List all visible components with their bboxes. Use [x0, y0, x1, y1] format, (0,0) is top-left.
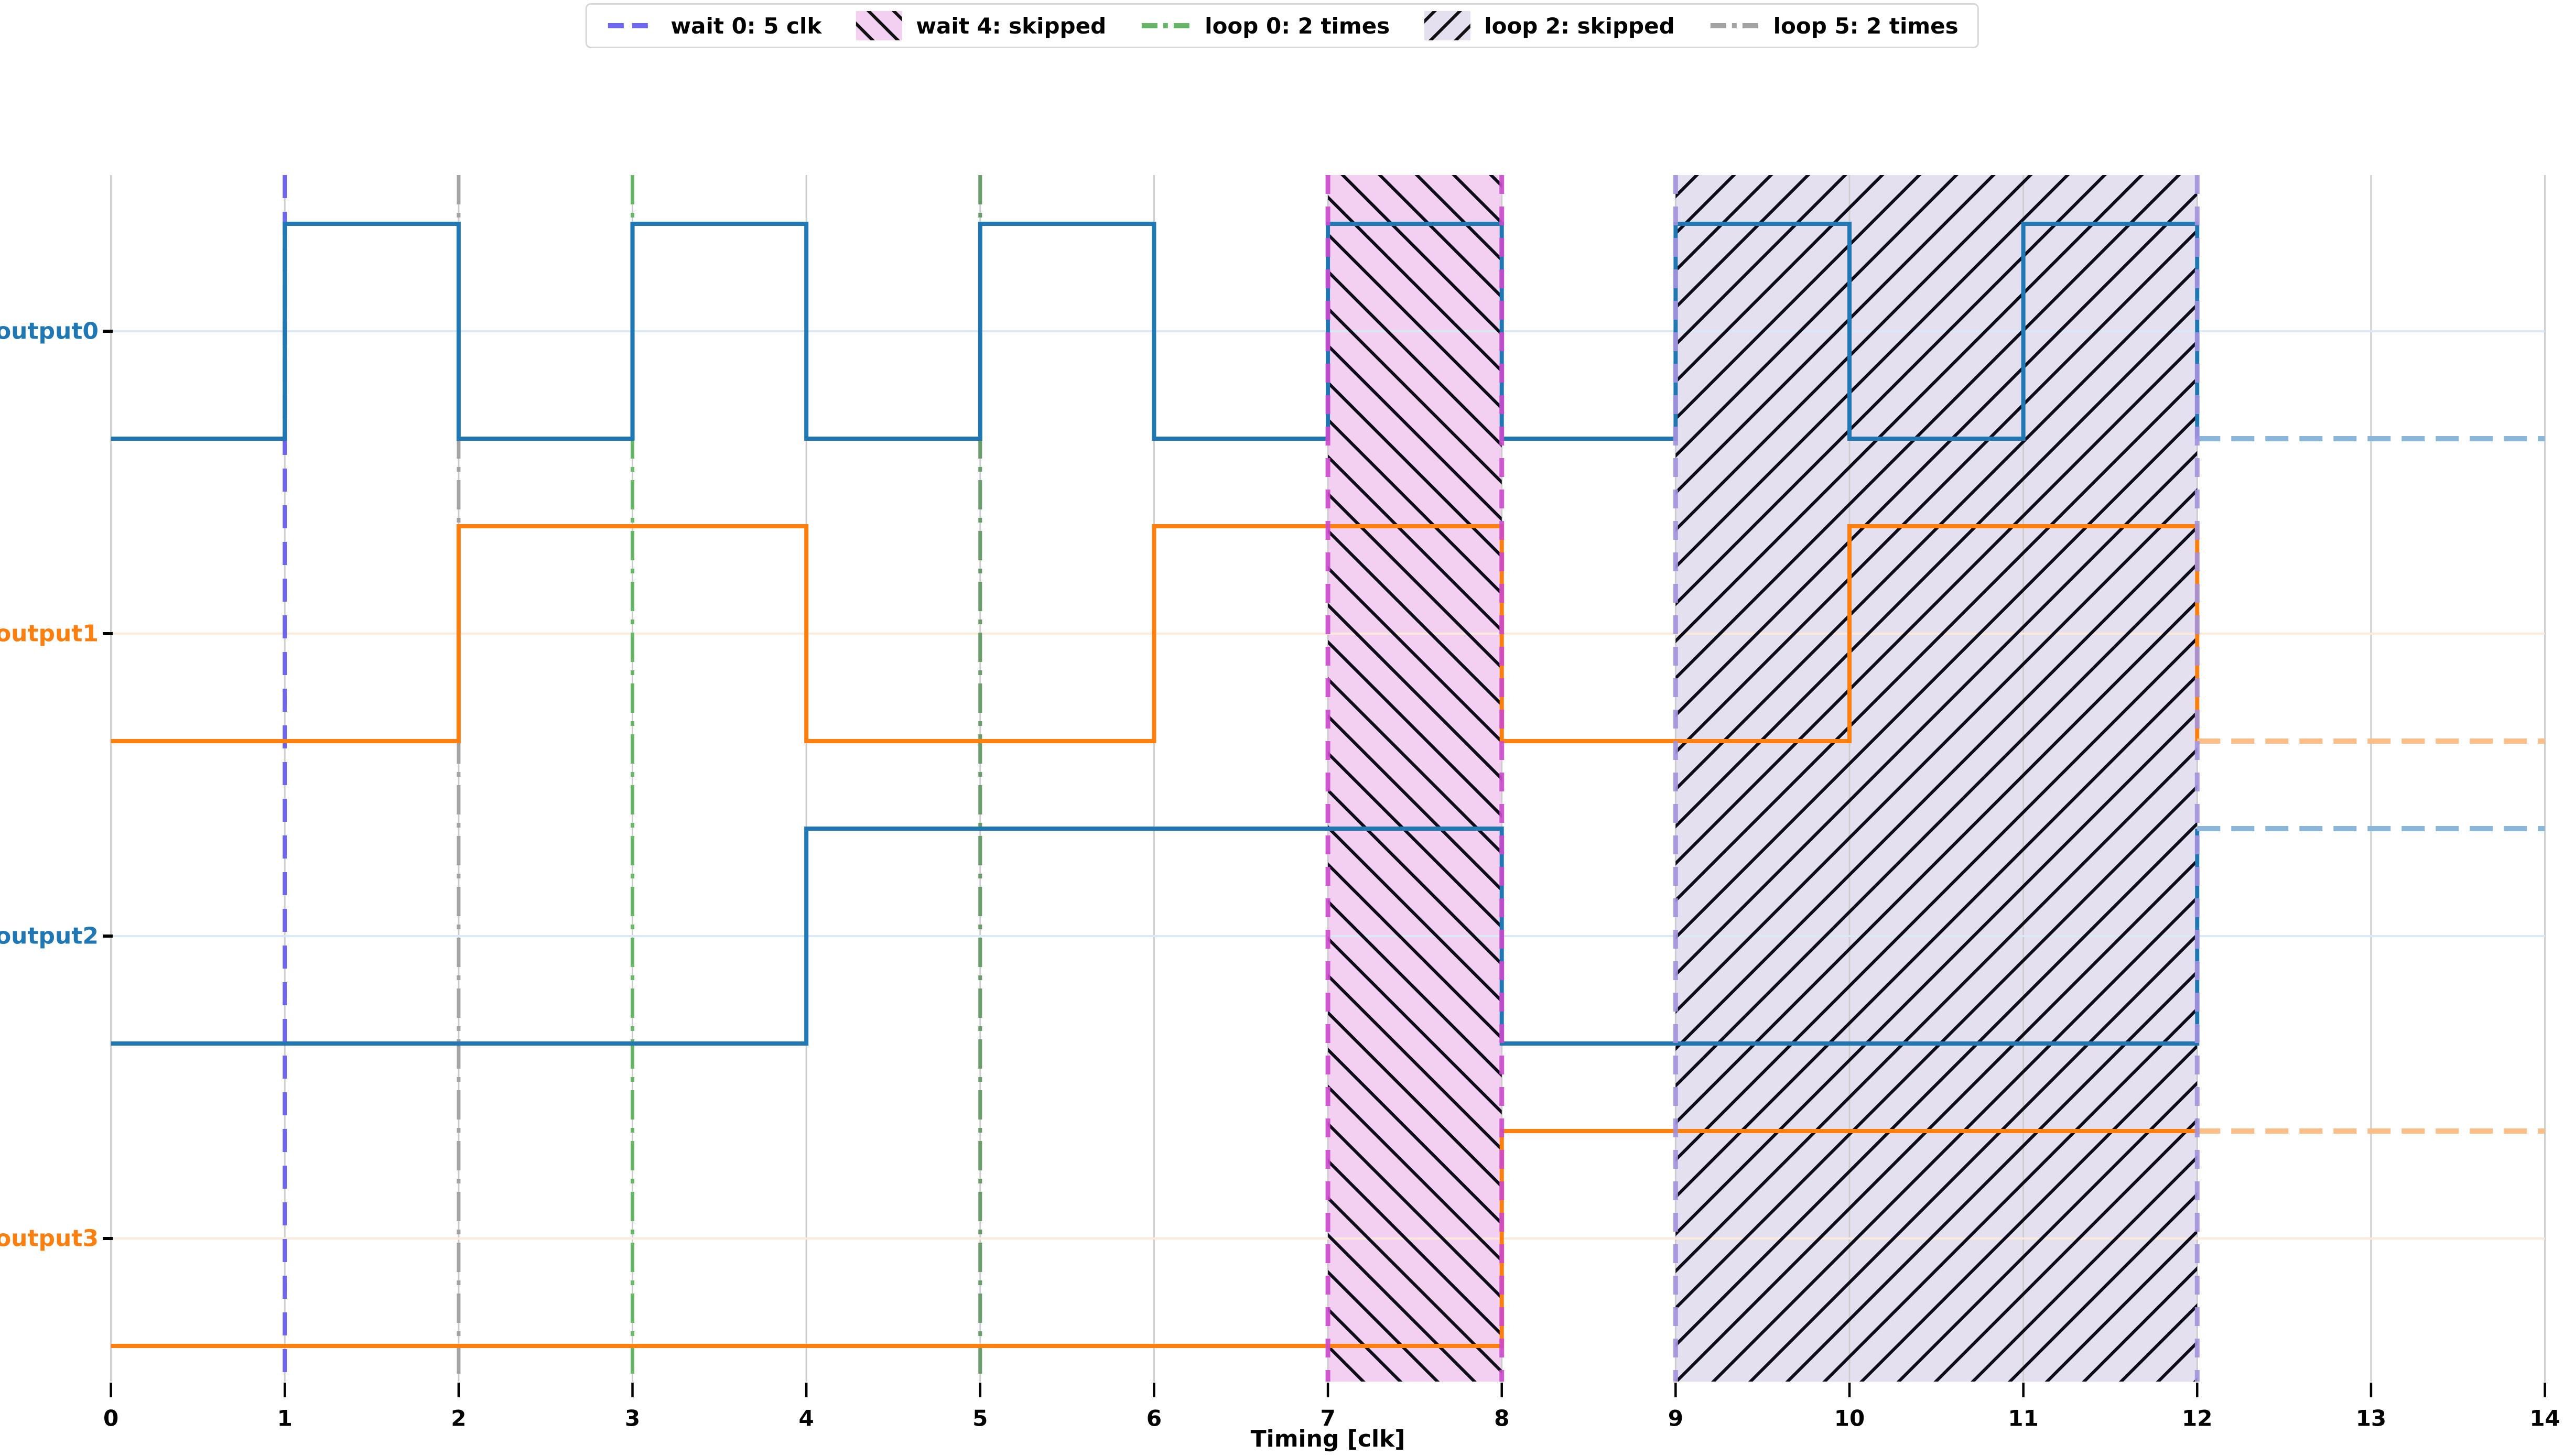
hatched-patch-swatch-icon: [856, 11, 903, 40]
legend-item-0: wait 0: 5 clk: [605, 13, 821, 39]
legend-item-2: loop 0: 2 times: [1140, 13, 1390, 39]
x-tick-label: 13: [2356, 1406, 2386, 1431]
legend-item-label: loop 5: 2 times: [1773, 13, 1959, 39]
waveforms: [111, 222, 2545, 1348]
x-tick-label: 1: [277, 1406, 293, 1431]
waveform-output0-solid: [111, 222, 2200, 441]
x-axis-label: Timing [clk]: [1251, 1426, 1405, 1452]
x-tick-label: 14: [2529, 1406, 2560, 1431]
dashed-line-swatch-icon: [608, 23, 656, 28]
x-tick-label: 9: [1668, 1406, 1683, 1431]
y-tick-label-output0: output0: [0, 318, 99, 345]
x-tick-label: 2: [451, 1406, 466, 1431]
x-tick-label: 3: [625, 1406, 640, 1431]
waveform-output1-solid: [111, 524, 2200, 743]
x-tick-label: 4: [799, 1406, 814, 1431]
waveform-output2-solid: [111, 827, 2200, 1046]
legend-item-3: loop 2: skipped: [1423, 10, 1675, 41]
region-edges: [1325, 175, 2200, 1382]
x-tick-label: 12: [2182, 1406, 2212, 1431]
legend-item-1: wait 4: skipped: [855, 10, 1106, 41]
x-tick-label: 8: [1494, 1406, 1509, 1431]
x-tick-label: 11: [2008, 1406, 2038, 1431]
legend-item-label: wait 4: skipped: [916, 13, 1107, 39]
y-tick-label-output3: output3: [0, 1225, 99, 1252]
legend-item-label: wait 0: 5 clk: [670, 13, 822, 39]
dashdot-line-swatch-icon: [1710, 23, 1759, 28]
waveform-output3-solid: [111, 1129, 2198, 1348]
x-tick-label: 6: [1146, 1406, 1162, 1431]
x-tick-label: 7: [1320, 1406, 1335, 1431]
region-hatch: [1675, 175, 2198, 1382]
dashdot-line-swatch-icon: [1142, 23, 1191, 28]
y-tick-label-output1: output1: [0, 621, 99, 647]
legend-item-label: loop 2: skipped: [1484, 13, 1675, 39]
legend-item-label: loop 0: 2 times: [1205, 13, 1390, 39]
legend-item-4: loop 5: 2 times: [1708, 13, 1959, 39]
hatched-patch-swatch-icon: [1424, 11, 1471, 40]
y-tick-label-output2: output2: [0, 923, 99, 950]
x-tick-label: 0: [103, 1406, 118, 1431]
legend: wait 0: 5 clk wait 4: skipped loop 0: 2 ti…: [585, 3, 1979, 48]
region-hatches: [1328, 175, 2198, 1382]
x-tick-label: 10: [1834, 1406, 1865, 1431]
x-tick-label: 5: [972, 1406, 988, 1431]
axes: 0 1 2 3 4 5 6 7 8 9 10 11 12 13 14output0output1output…: [0, 318, 2560, 1431]
region-hatch: [1328, 175, 1502, 1382]
